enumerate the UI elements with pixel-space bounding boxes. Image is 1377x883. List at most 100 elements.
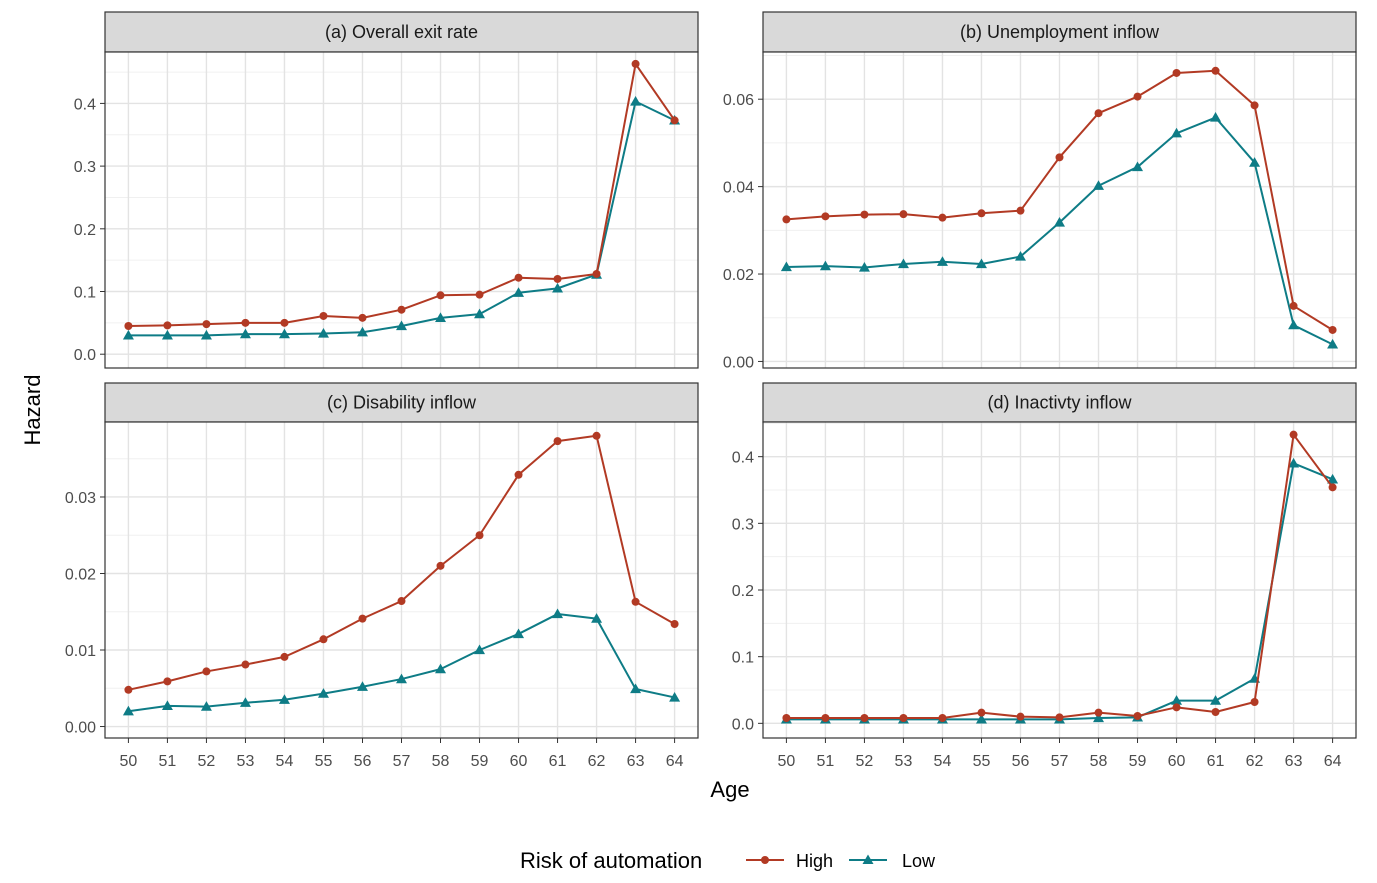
point-high xyxy=(1016,206,1025,215)
point-low xyxy=(356,326,368,337)
point-high xyxy=(397,597,406,606)
point-high xyxy=(860,714,869,722)
y-tick-label: 0.2 xyxy=(732,583,754,600)
point-high xyxy=(1328,325,1337,334)
point-low xyxy=(513,287,525,297)
y-tick-label: 0.4 xyxy=(74,96,96,113)
panel-1: (a) Overall exit rate 0.0 0.1 0.2 0.3 0.4 xyxy=(74,11,699,369)
point-low xyxy=(1014,251,1026,261)
point-high xyxy=(514,273,523,282)
y-tick-label: 0.3 xyxy=(732,516,754,533)
point-high xyxy=(163,321,172,330)
point-high xyxy=(1289,430,1298,439)
point-low xyxy=(975,713,987,724)
point-low xyxy=(780,261,792,272)
point-low xyxy=(1054,216,1065,227)
point-high xyxy=(860,210,869,219)
point-high xyxy=(1172,703,1181,712)
point-high xyxy=(631,59,640,68)
y-tick-label: 0.1 xyxy=(732,650,754,667)
point-high xyxy=(782,714,791,722)
point-high xyxy=(1133,712,1142,720)
x-tick-label: 63 xyxy=(627,753,645,770)
x-tick-label: 59 xyxy=(1129,753,1147,770)
point-high xyxy=(592,431,601,440)
point-low xyxy=(1093,180,1105,190)
y-tick-label: 0.02 xyxy=(723,267,754,284)
point-high xyxy=(1172,68,1181,77)
point-high xyxy=(280,318,289,327)
point-low xyxy=(1249,157,1261,167)
point-low xyxy=(200,329,212,340)
x-tick-label: 52 xyxy=(856,753,874,770)
y-tick-label: 0.0 xyxy=(74,347,96,364)
point-high xyxy=(436,291,445,300)
x-tick-label: 64 xyxy=(1324,753,1342,770)
point-low xyxy=(552,608,564,619)
x-tick-label: 53 xyxy=(237,753,255,770)
point-high xyxy=(553,437,562,446)
point-low xyxy=(552,282,564,293)
point-high xyxy=(938,213,947,222)
point-high xyxy=(1055,153,1064,162)
y-tick-label: 0.03 xyxy=(65,490,96,507)
x-tick-label: 58 xyxy=(432,753,450,770)
point-high xyxy=(1250,101,1259,110)
panels-layer: (a) Overall exit rate 0.0 0.1 0.2 0.3 0.4 (b) … xyxy=(65,11,1357,770)
y-tick-label: 0.01 xyxy=(65,643,96,660)
point-low xyxy=(317,688,329,698)
point-low xyxy=(278,694,290,704)
panel-strip xyxy=(762,11,1357,53)
x-tick-label: 61 xyxy=(1207,753,1225,770)
point-low xyxy=(630,96,642,106)
point-low xyxy=(1210,695,1222,705)
x-tick-label: 55 xyxy=(973,753,991,770)
legend-high-marker xyxy=(761,856,769,864)
x-tick-label: 51 xyxy=(159,753,177,770)
point-low xyxy=(122,329,134,340)
point-low xyxy=(975,258,987,269)
legend: Risk of automation High Low xyxy=(520,848,936,873)
legend-low-marker xyxy=(862,854,874,864)
point-low xyxy=(1288,319,1300,330)
point-low xyxy=(200,701,212,711)
x-axis-title: Age xyxy=(710,777,749,802)
point-low xyxy=(1093,712,1105,723)
point-high xyxy=(1055,713,1064,722)
point-high xyxy=(319,635,328,644)
point-low xyxy=(239,328,251,339)
point-high xyxy=(1133,92,1142,101)
point-low xyxy=(1210,112,1222,122)
x-tick-label: 58 xyxy=(1090,753,1108,770)
y-tick-label: 0.4 xyxy=(732,450,754,467)
point-high xyxy=(1016,712,1025,721)
panel-border xyxy=(104,51,699,369)
y-tick-label: 0.04 xyxy=(723,180,754,197)
x-tick-label: 53 xyxy=(895,753,913,770)
panel-title: (b) Unemployment inflow xyxy=(960,22,1160,42)
x-tick-label: 50 xyxy=(120,753,138,770)
x-tick-label: 56 xyxy=(1012,753,1030,770)
x-tick-label: 60 xyxy=(1168,753,1186,770)
panel-4: (d) Inactivty inflow 0.0 0.1 0.2 0.3 0.4 50 51 5… xyxy=(732,382,1357,770)
point-high xyxy=(358,614,367,623)
point-high xyxy=(280,652,289,661)
y-tick-label: 0.0 xyxy=(732,716,754,733)
x-tick-label: 62 xyxy=(1246,753,1264,770)
x-tick-label: 61 xyxy=(549,753,567,770)
point-high xyxy=(899,210,908,219)
point-high xyxy=(241,660,250,669)
panel-3: (c) Disability inflow 0.00 0.01 0.02 0.03 50 5… xyxy=(65,382,699,770)
point-low xyxy=(591,613,603,623)
y-tick-label: 0.3 xyxy=(74,159,96,176)
point-low xyxy=(356,681,368,691)
point-low xyxy=(669,691,681,702)
y-tick-label: 0.00 xyxy=(723,354,754,371)
point-high xyxy=(670,116,679,125)
point-high xyxy=(1094,708,1103,717)
x-tick-label: 56 xyxy=(354,753,372,770)
point-low xyxy=(396,320,407,331)
point-low xyxy=(1327,473,1339,484)
point-high xyxy=(202,320,211,329)
